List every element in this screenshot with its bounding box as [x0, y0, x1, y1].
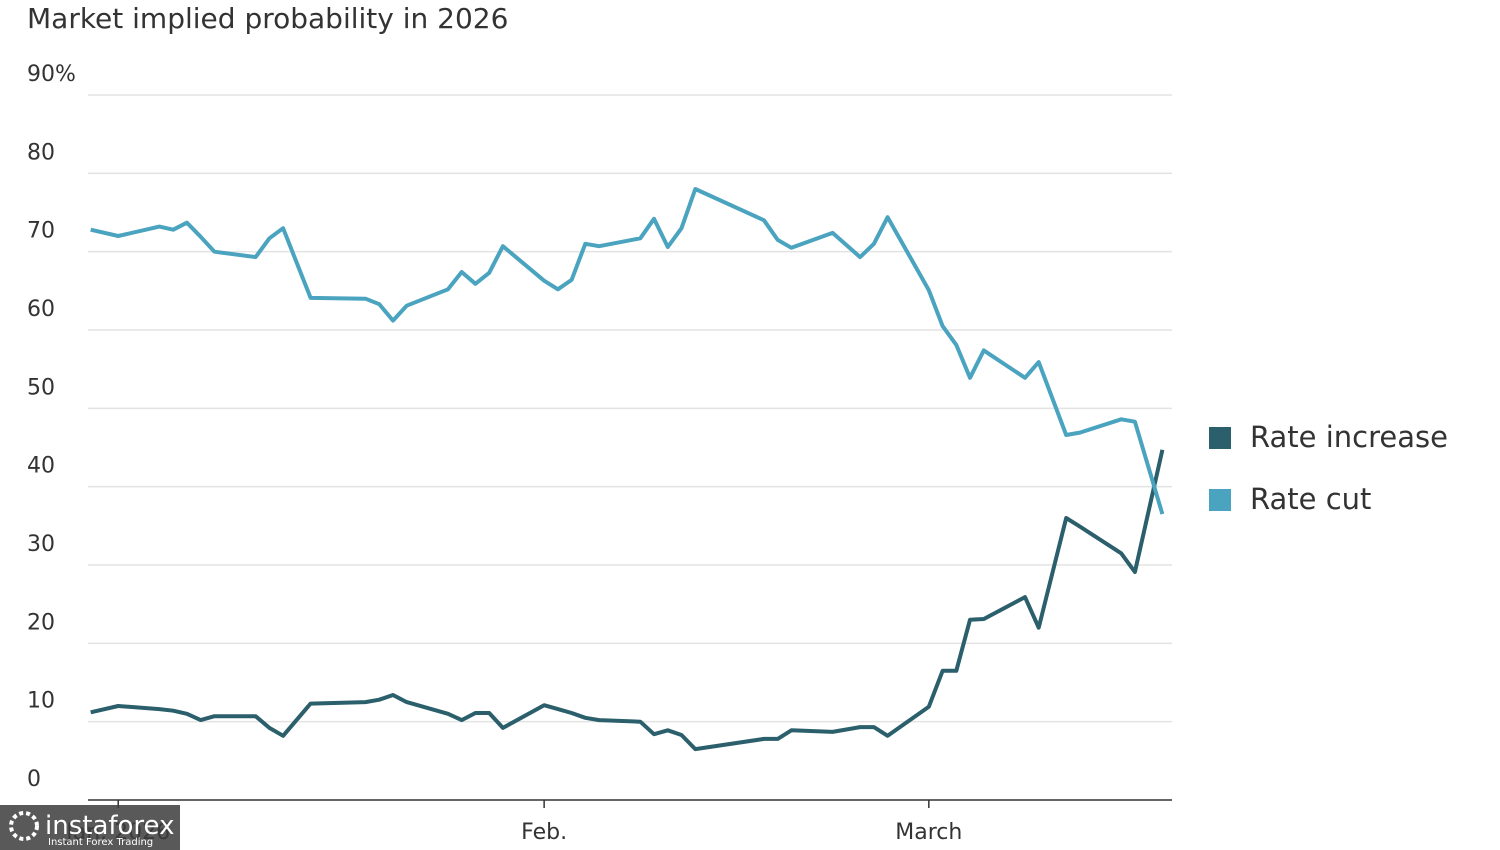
- watermark-logo: [9, 811, 39, 841]
- y-tick-label: 30: [27, 532, 55, 557]
- y-tick-label: 20: [27, 610, 55, 635]
- legend-swatch: [1209, 427, 1231, 449]
- y-tick-label: 60: [27, 297, 55, 322]
- legend-label: Rate increase: [1250, 420, 1448, 454]
- y-tick-label: 80: [27, 140, 55, 165]
- x-tick-label: March: [895, 820, 962, 845]
- x-tick-label: Feb.: [521, 820, 567, 845]
- legend-swatch: [1209, 489, 1231, 511]
- watermark-brand: instaforex: [45, 811, 174, 841]
- watermark-tagline: Instant Forex Trading: [48, 837, 153, 848]
- chart-title: Market implied probability in 2026: [27, 2, 508, 35]
- y-tick-label: 70: [27, 219, 55, 244]
- series-line: [90, 187, 1165, 515]
- y-tick-label: 50: [27, 375, 55, 400]
- y-tick-label: 0: [27, 767, 41, 792]
- y-tick-label: 40: [27, 454, 55, 479]
- y-tick-label: 90%: [27, 62, 76, 87]
- series-line: [90, 449, 1165, 752]
- legend-label: Rate cut: [1250, 482, 1371, 516]
- y-tick-label: 10: [27, 689, 55, 714]
